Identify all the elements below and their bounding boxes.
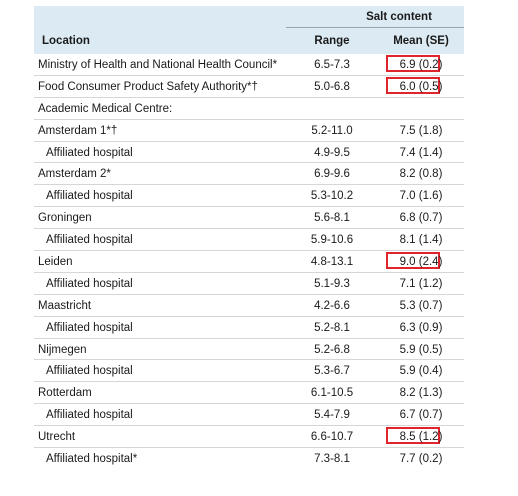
table-row: Groningen 5.6-8.1 6.8 (0.7)	[34, 207, 464, 230]
range-cell: 5.4-7.9	[314, 409, 350, 422]
location-cell: Affiliated hospital	[46, 234, 133, 247]
range-cell: 6.6-10.7	[310, 431, 354, 444]
salt-content-heading: Salt content	[366, 11, 432, 23]
mean-cell: 6.7 (0.7)	[399, 409, 443, 422]
table-row: Amsterdam 2* 6.9-9.6 8.2 (0.8)	[34, 163, 464, 186]
mean-cell: 6.9 (0.2)	[399, 59, 443, 71]
table-row: Academic Medical Centre:	[34, 98, 464, 120]
group-header-rule	[286, 27, 464, 28]
range-cell: 6.1-10.5	[310, 387, 354, 400]
location-cell: Affiliated hospital*	[46, 453, 138, 466]
range-cell: 5.6-8.1	[314, 212, 350, 225]
range-cell: 4.9-9.5	[314, 146, 350, 159]
highlight-box	[386, 55, 440, 72]
table-row: Affiliated hospital 5.4-7.9 6.7 (0.7)	[34, 404, 464, 427]
mean-cell: 5.3 (0.7)	[399, 299, 443, 312]
mean-cell: 7.7 (0.2)	[399, 453, 443, 466]
range-cell: 4.2-6.6	[314, 299, 350, 312]
table-row: Affiliated hospital 5.2-8.1 6.3 (0.9)	[34, 317, 464, 339]
table-body: Ministry of Health and National Health C…	[34, 54, 464, 470]
table-row: Leiden 4.8-13.1 9.0 (2.4)	[34, 251, 464, 273]
range-cell: 5.3-10.2	[310, 190, 354, 203]
mean-cell: 8.5 (1.2)	[399, 431, 443, 444]
table-row: Nijmegen 5.2-6.8 5.9 (0.5)	[34, 339, 464, 361]
range-column-header: Range	[314, 35, 350, 47]
table-row: Affiliated hospital 5.1-9.3 7.1 (1.2)	[34, 273, 464, 295]
location-cell: Amsterdam 2*	[38, 168, 111, 181]
mean-cell: 7.0 (1.6)	[399, 190, 443, 203]
mean-cell: 8.2 (0.8)	[399, 168, 443, 181]
table-row: Affiliated hospital 5.9-10.6 8.1 (1.4)	[34, 229, 464, 252]
mean-cell: 7.1 (1.2)	[399, 277, 443, 290]
location-cell: Leiden	[38, 256, 73, 269]
location-column-header: Location	[42, 35, 90, 47]
range-cell: 5.2-11.0	[311, 124, 353, 137]
mean-column-header: Mean (SE)	[393, 35, 449, 47]
table-row: Utrecht 6.6-10.7 8.5 (1.2)	[34, 426, 464, 449]
location-cell: Ministry of Health and National Health C…	[38, 59, 278, 71]
mean-cell: 5.9 (0.4)	[399, 365, 443, 378]
mean-cell: 8.2 (1.3)	[399, 387, 443, 400]
table-column-header: Location Range Mean (SE)	[34, 28, 464, 54]
mean-cell: 9.0 (2.4)	[399, 256, 443, 269]
range-cell: 7.3-8.1	[314, 453, 350, 466]
location-cell: Groningen	[38, 212, 92, 225]
location-cell: Amsterdam 1*†	[38, 124, 118, 137]
range-cell: 6.9-9.6	[314, 168, 350, 181]
table-row: Affiliated hospital* 7.3-8.1 7.7 (0.2)	[34, 448, 464, 470]
range-cell: 5.9-10.6	[310, 234, 354, 247]
location-cell: Utrecht	[38, 431, 76, 444]
location-cell: Affiliated hospital	[46, 190, 133, 203]
mean-cell: 6.8 (0.7)	[399, 212, 443, 225]
salt-content-table: Salt content Location Range Mean (SE) Mi…	[34, 6, 464, 470]
table-row: Maastricht 4.2-6.6 5.3 (0.7)	[34, 295, 464, 317]
table-row: Food Consumer Product Safety Authority*†…	[34, 76, 464, 98]
location-cell: Affiliated hospital	[46, 321, 133, 334]
mean-cell: 7.5 (1.8)	[399, 124, 443, 137]
mean-cell: 6.0 (0.5)	[399, 80, 443, 93]
location-cell: Nijmegen	[38, 343, 87, 356]
mean-cell: 5.9 (0.5)	[399, 343, 443, 356]
range-cell: 4.8-13.1	[310, 256, 354, 269]
range-cell: 5.2-6.8	[314, 343, 350, 356]
table-group-header: Salt content	[34, 6, 464, 28]
highlight-box	[386, 76, 440, 94]
table-row: Amsterdam 1*† 5.2-11.0 7.5 (1.8)	[34, 120, 464, 142]
highlight-box	[386, 252, 440, 270]
highlight-box	[386, 427, 440, 445]
range-cell: 5.0-6.8	[314, 80, 350, 93]
mean-cell: 8.1 (1.4)	[399, 234, 443, 247]
range-cell: 5.2-8.1	[314, 321, 350, 334]
table-row: Ministry of Health and National Health C…	[34, 54, 464, 76]
range-cell: 5.3-6.7	[314, 365, 350, 378]
table-row: Affiliated hospital 5.3-10.2 7.0 (1.6)	[34, 185, 464, 208]
range-cell: 5.1-9.3	[314, 277, 350, 290]
mean-cell: 6.3 (0.9)	[399, 321, 443, 334]
location-cell: Affiliated hospital	[46, 409, 133, 422]
range-cell: 6.5-7.3	[314, 59, 350, 71]
location-cell: Rotterdam	[38, 387, 92, 400]
table-row: Affiliated hospital 5.3-6.7 5.9 (0.4)	[34, 360, 464, 383]
location-cell: Affiliated hospital	[46, 277, 133, 290]
location-cell: Affiliated hospital	[46, 365, 133, 378]
table-row: Affiliated hospital 4.9-9.5 7.4 (1.4)	[34, 142, 464, 164]
location-cell: Food Consumer Product Safety Authority*†	[38, 80, 258, 93]
location-cell: Academic Medical Centre:	[38, 102, 173, 115]
location-cell: Maastricht	[38, 299, 92, 312]
table-row: Rotterdam 6.1-10.5 8.2 (1.3)	[34, 382, 464, 405]
location-cell: Affiliated hospital	[46, 146, 133, 159]
mean-cell: 7.4 (1.4)	[399, 146, 443, 159]
